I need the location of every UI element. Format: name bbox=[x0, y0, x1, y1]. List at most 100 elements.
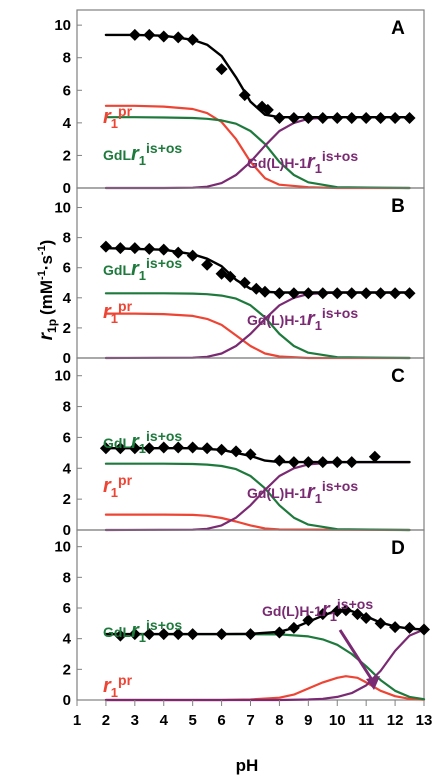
x-tick-label: 2 bbox=[102, 712, 110, 729]
panel-letter: A bbox=[391, 18, 405, 39]
series-line-pr bbox=[104, 104, 411, 190]
y-axis-label-main: r bbox=[36, 331, 57, 340]
data-point bbox=[287, 456, 300, 469]
y-tick-label: 4 bbox=[63, 290, 72, 307]
curve-label-hyd: Gd(L)H-1r1is+os bbox=[262, 596, 373, 624]
data-point bbox=[389, 287, 402, 300]
data-point bbox=[302, 614, 315, 627]
data-point bbox=[403, 111, 416, 124]
panel-letter: C bbox=[391, 366, 405, 387]
y-tick-label: 8 bbox=[63, 230, 71, 247]
curve-label-hyd: Gd(L)H-1r1is+os bbox=[247, 305, 358, 333]
data-point bbox=[273, 626, 286, 639]
data-point bbox=[316, 287, 329, 300]
data-point bbox=[316, 111, 329, 124]
curve-label-inner: GdLr1is+os bbox=[103, 255, 182, 283]
y-tick-label: 10 bbox=[54, 368, 71, 385]
data-point bbox=[157, 628, 170, 641]
data-point bbox=[368, 450, 381, 463]
annotation-arrowhead bbox=[366, 676, 380, 690]
data-point bbox=[99, 442, 112, 455]
x-tick-label: 13 bbox=[416, 712, 433, 729]
curve-label-pr: r1pr bbox=[103, 103, 133, 131]
data-point bbox=[273, 287, 286, 300]
data-point bbox=[339, 604, 352, 617]
series-line-pr bbox=[104, 513, 411, 532]
y-axis-label-unit-mid: ·s bbox=[37, 255, 56, 270]
x-tick-label: 6 bbox=[217, 712, 225, 729]
data-point bbox=[389, 111, 402, 124]
curve-label-pr: r1pr bbox=[103, 672, 133, 700]
x-tick-label: 9 bbox=[304, 712, 312, 729]
series-line-inner bbox=[104, 462, 411, 532]
data-point bbox=[238, 276, 251, 289]
data-point bbox=[287, 287, 300, 300]
data-point bbox=[374, 111, 387, 124]
data-point bbox=[302, 456, 315, 469]
x-tick-label: 1 bbox=[73, 712, 81, 729]
data-point bbox=[114, 242, 127, 255]
data-point bbox=[143, 628, 156, 641]
data-point bbox=[351, 608, 364, 621]
series-line-inner bbox=[104, 292, 411, 360]
data-point bbox=[345, 287, 358, 300]
data-point bbox=[360, 611, 373, 624]
y-tick-label: 4 bbox=[63, 115, 72, 132]
panel-letter: B bbox=[391, 196, 405, 217]
data-point bbox=[114, 442, 127, 455]
data-point bbox=[157, 30, 170, 43]
data-point bbox=[345, 111, 358, 124]
x-tick-label: 11 bbox=[358, 712, 374, 729]
data-point bbox=[345, 456, 358, 469]
curve-label-hyd: Gd(L)H-1r1is+os bbox=[247, 478, 358, 506]
data-point bbox=[143, 242, 156, 255]
curve-label-inner: GdLr1is+os bbox=[103, 140, 182, 168]
y-tick-label: 0 bbox=[63, 350, 71, 367]
y-axis-label-sub: 1p bbox=[45, 319, 59, 333]
y-tick-label: 2 bbox=[63, 661, 71, 678]
data-point bbox=[186, 33, 199, 46]
y-tick-label: 6 bbox=[63, 429, 71, 446]
data-point bbox=[238, 89, 251, 102]
data-point bbox=[287, 111, 300, 124]
curve-label-pr: r1pr bbox=[103, 472, 133, 500]
y-tick-label: 2 bbox=[63, 491, 71, 508]
data-point bbox=[302, 287, 315, 300]
data-point bbox=[403, 621, 416, 634]
y-tick-label: 2 bbox=[63, 320, 71, 337]
y-tick-label: 0 bbox=[63, 180, 71, 197]
y-tick-label: 8 bbox=[63, 50, 71, 67]
series-line-inner bbox=[104, 116, 411, 190]
x-tick-label: 5 bbox=[188, 712, 196, 729]
data-point bbox=[224, 270, 237, 283]
data-point bbox=[201, 442, 214, 455]
data-point bbox=[172, 441, 185, 454]
data-point bbox=[389, 621, 402, 634]
panel-C: 0 2 4 6 8 10 C GdLr1is+os r1pr Gd(L)H-1r1is+os bbox=[54, 357, 425, 539]
x-tick-label: 12 bbox=[387, 712, 404, 729]
x-tick-label: 7 bbox=[246, 712, 254, 729]
curve-label-inner: GdLr1is+os bbox=[103, 428, 182, 456]
y-axis-label-exp-1: -1 bbox=[36, 270, 48, 280]
y-tick-label: 6 bbox=[63, 600, 71, 617]
y-tick-label: 4 bbox=[63, 460, 72, 477]
data-point bbox=[418, 623, 430, 636]
data-point bbox=[172, 246, 185, 259]
data-point bbox=[128, 28, 141, 41]
y-tick-label: 10 bbox=[54, 17, 71, 34]
data-point bbox=[143, 442, 156, 455]
y-tick-label: 8 bbox=[63, 399, 71, 416]
y-tick-label: 10 bbox=[54, 200, 71, 217]
series-line-pr bbox=[104, 312, 411, 360]
panel-letter: D bbox=[391, 538, 405, 559]
data-point bbox=[258, 285, 271, 298]
data-point bbox=[157, 243, 170, 256]
data-point bbox=[374, 617, 387, 630]
data-point bbox=[186, 628, 199, 641]
series-line-total bbox=[104, 33, 411, 119]
curve-label-inner: GdLr1is+os bbox=[103, 617, 182, 645]
y-tick-label: 8 bbox=[63, 569, 71, 586]
series-line-hyd bbox=[104, 628, 426, 702]
